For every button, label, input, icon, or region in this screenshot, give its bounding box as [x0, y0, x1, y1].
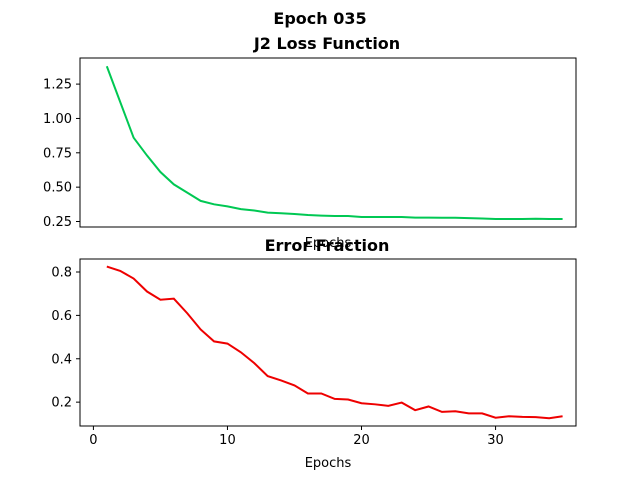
error-x-tick-label: 30 [487, 433, 504, 448]
loss-y-axis: 0.25 0.50 0.75 1.00 1.25 [43, 78, 80, 230]
error-y-tick-label: 0.4 [51, 352, 72, 367]
error-x-tick-label: 0 [89, 433, 97, 448]
loss-y-tick-label: 0.50 [43, 181, 72, 196]
error-plot-frame [79, 258, 577, 427]
error-chart-title: Error Fraction [265, 236, 390, 255]
error-y-tick-label: 0.2 [51, 396, 72, 411]
loss-y-tick-label: 1.25 [43, 78, 72, 93]
loss-y-tick-label: 1.00 [43, 112, 72, 127]
error-x-tick-label: 20 [353, 433, 370, 448]
loss-y-tick-label: 0.25 [43, 215, 72, 230]
loss-x-axis-label: Epochs [305, 236, 352, 251]
error-x-tick-label: 10 [219, 433, 236, 448]
error-y-tick-label: 0.6 [51, 309, 72, 324]
loss-chart-title: J2 Loss Function [253, 34, 400, 53]
error-subplot: Error Fraction 0.2 0.4 0.6 0.8 0 10 20 30 Epoc… [51, 236, 577, 471]
error-x-axis-label: Epochs [305, 456, 352, 471]
loss-series-line [105, 65, 563, 221]
error-x-axis: 0 10 20 30 [89, 426, 504, 448]
error-y-axis: 0.2 0.4 0.6 0.8 [51, 266, 80, 411]
error-series-line [106, 265, 563, 420]
loss-subplot: J2 Loss Function 0.25 0.50 0.75 1.00 1.25 Ep… [43, 34, 577, 251]
loss-plot-frame [79, 57, 577, 228]
loss-y-tick-label: 0.75 [43, 146, 72, 161]
error-y-tick-label: 0.8 [51, 266, 72, 281]
figure-suptitle: Epoch 035 [273, 9, 366, 28]
